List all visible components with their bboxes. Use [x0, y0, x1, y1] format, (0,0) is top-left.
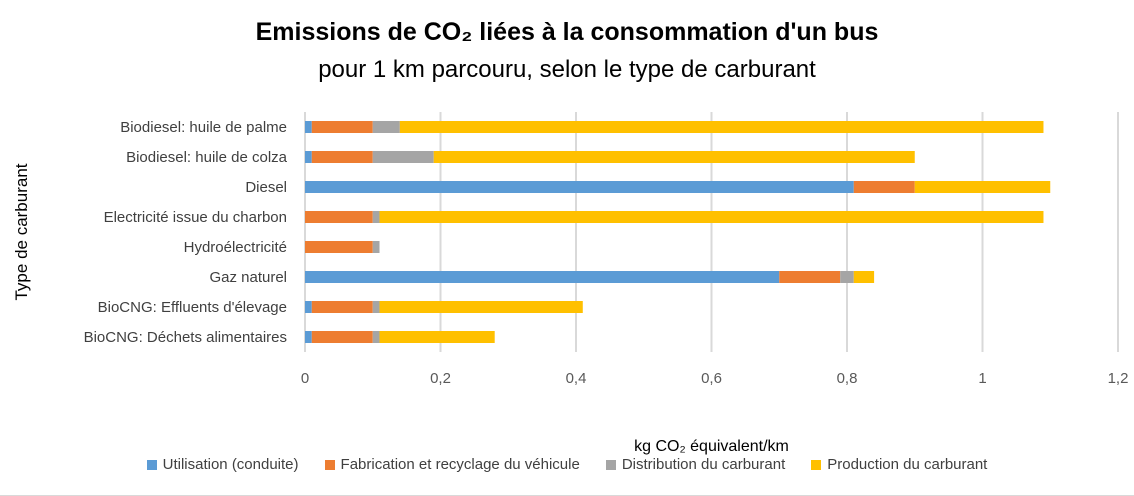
bar-segment: [399, 121, 1044, 133]
x-tick-label: 0: [301, 370, 309, 387]
x-tick-label: 0,4: [566, 370, 587, 387]
bar-segment: [379, 331, 495, 343]
bar-segment: [840, 271, 854, 283]
category-label: BioCNG: Effluents d'élevage: [98, 299, 287, 316]
bar-segment: [311, 151, 373, 163]
category-label: Hydroélectricité: [184, 239, 287, 256]
category-label: Electricité issue du charbon: [104, 209, 287, 226]
bar-segment: [305, 271, 780, 283]
bar-segment: [853, 271, 875, 283]
legend-swatch: [605, 459, 616, 470]
bar-segment: [305, 331, 312, 343]
bar-segment: [311, 121, 373, 133]
bar-segment: [305, 301, 312, 313]
category-label: Gaz naturel: [209, 269, 287, 286]
legend-item: Fabrication et recyclage du véhicule: [324, 456, 580, 473]
legend-swatch: [146, 459, 157, 470]
legend-swatch: [811, 459, 822, 470]
bar-segment: [305, 181, 854, 193]
bar-segment: [305, 241, 373, 253]
legend-item: Distribution du carburant: [605, 456, 786, 473]
legend: Utilisation (conduite) Fabrication et rec…: [0, 456, 1134, 473]
x-tick-label: 0,2: [430, 370, 451, 387]
bar-segment: [914, 181, 1051, 193]
category-label: Diesel: [245, 179, 287, 196]
x-tick-label: 1,2: [1108, 370, 1129, 387]
chart-title: Emissions de CO₂ liées à la consommation…: [255, 18, 879, 46]
legend-item: Production du carburant: [811, 456, 987, 473]
x-tick-label: 0,8: [837, 370, 858, 387]
legend-label: Fabrication et recyclage du véhicule: [340, 456, 580, 473]
category-label: Biodiesel: huile de palme: [120, 119, 287, 136]
bar-segment: [372, 121, 400, 133]
legend-label: Production du carburant: [827, 456, 988, 473]
bar-segment: [379, 301, 583, 313]
legend-swatch: [324, 459, 335, 470]
bar-segment: [372, 241, 380, 253]
bar-segment: [372, 331, 380, 343]
category-label: BioCNG: Déchets alimentaires: [84, 329, 287, 346]
x-tick-label: 1: [978, 370, 986, 387]
chart-subtitle: pour 1 km parcouru, selon le type de car…: [318, 56, 816, 83]
bar-segment: [853, 181, 915, 193]
bar-segment: [372, 151, 434, 163]
bar-segment: [305, 121, 312, 133]
bar-segment: [305, 211, 373, 223]
legend-label: Distribution du carburant: [621, 456, 786, 473]
bar-segment: [433, 151, 915, 163]
legend-label: Utilisation (conduite): [162, 456, 299, 473]
bar-segment: [372, 301, 380, 313]
bar-segment: [372, 211, 380, 223]
bar-segment: [311, 301, 373, 313]
x-tick-label: 0,6: [701, 370, 722, 387]
bar-segment: [311, 331, 373, 343]
bar-segment: [305, 151, 312, 163]
bar-segment: [779, 271, 841, 283]
x-axis-title: kg CO₂ équivalent/km: [634, 438, 789, 455]
bar-segment: [379, 211, 1044, 223]
category-label: Biodiesel: huile de colza: [126, 149, 288, 166]
legend-item: Utilisation (conduite): [146, 456, 299, 473]
